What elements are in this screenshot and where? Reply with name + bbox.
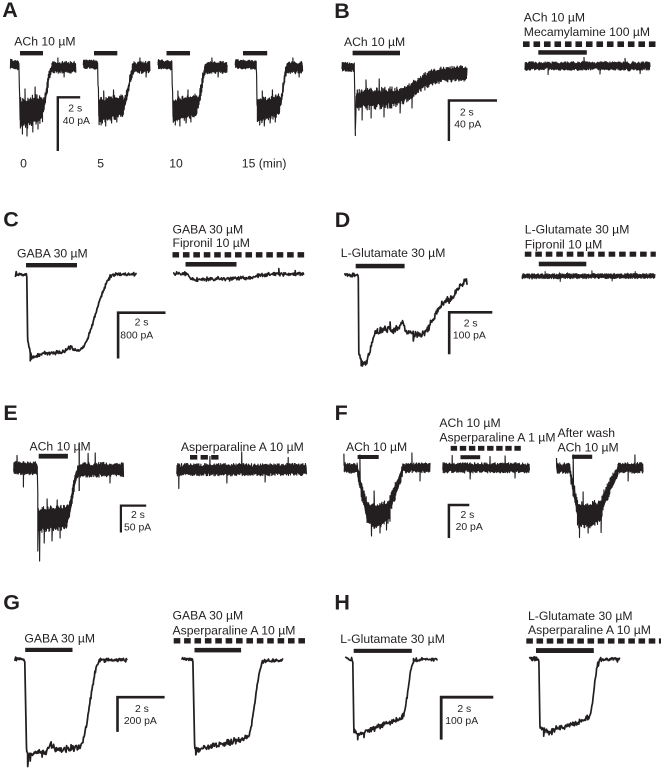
svg-text:GABA 30 µM: GABA 30 µM	[24, 632, 95, 646]
svg-text:Asperparaline A 1 µM: Asperparaline A 1 µM	[439, 431, 555, 445]
svg-text:2 s: 2 s	[460, 108, 474, 119]
svg-text:2 s: 2 s	[131, 510, 145, 521]
svg-text:ACh 10 µM: ACh 10 µM	[14, 35, 75, 49]
svg-text:B: B	[334, 0, 350, 23]
svg-text:Fipronil 10 µM: Fipronil 10 µM	[525, 237, 602, 251]
svg-text:A: A	[2, 0, 18, 22]
svg-text:ACh 10 µM: ACh 10 µM	[344, 35, 405, 49]
svg-text:D: D	[335, 208, 351, 232]
svg-text:GABA 30 µM: GABA 30 µM	[173, 609, 244, 623]
svg-text:100 pA: 100 pA	[453, 331, 486, 342]
svg-text:2 s: 2 s	[464, 318, 478, 329]
svg-text:40 pA: 40 pA	[63, 116, 90, 127]
svg-text:L-Glutamate 30 µM: L-Glutamate 30 µM	[340, 632, 445, 646]
svg-text:L-Glutamate 30 µM: L-Glutamate 30 µM	[528, 609, 633, 623]
svg-text:2 s: 2 s	[68, 104, 82, 115]
svg-text:C: C	[3, 208, 19, 232]
svg-text:Asperparaline A 10 µM: Asperparaline A 10 µM	[173, 623, 296, 637]
svg-text:0: 0	[20, 157, 27, 171]
svg-text:E: E	[3, 401, 17, 425]
svg-text:ACh 10 µM: ACh 10 µM	[558, 441, 619, 455]
svg-text:G: G	[3, 591, 20, 615]
svg-text:Mecamylamine 100 µM: Mecamylamine 100 µM	[524, 25, 650, 39]
svg-text:50 pA: 50 pA	[124, 522, 151, 533]
svg-text:2 s: 2 s	[461, 510, 475, 521]
svg-text:800 pA: 800 pA	[120, 331, 153, 342]
svg-text:L-Glutamate 30 µM: L-Glutamate 30 µM	[341, 246, 446, 260]
svg-text:GABA 30 µM: GABA 30 µM	[17, 246, 88, 260]
svg-text:GABA 30 µM: GABA 30 µM	[173, 222, 244, 236]
svg-text:ACh 10 µM: ACh 10 µM	[346, 440, 407, 454]
svg-text:200 pA: 200 pA	[124, 716, 157, 727]
svg-text:100 pA: 100 pA	[445, 716, 478, 727]
svg-text:5: 5	[97, 157, 104, 171]
svg-text:Fipronil 10 µM: Fipronil 10 µM	[173, 236, 250, 250]
svg-text:L-Glutamate 30 µM: L-Glutamate 30 µM	[525, 223, 630, 237]
svg-text:After wash: After wash	[558, 426, 616, 440]
svg-text:H: H	[334, 591, 350, 615]
svg-text:20 pA: 20 pA	[456, 522, 483, 533]
svg-text:ACh 10 µM: ACh 10 µM	[524, 10, 585, 24]
svg-text:F: F	[335, 401, 348, 425]
svg-text:2 s: 2 s	[135, 704, 149, 715]
svg-text:Asperparaline A 10 µM: Asperparaline A 10 µM	[181, 440, 304, 454]
svg-text:Asperparaline A 10 µM: Asperparaline A 10 µM	[528, 623, 651, 637]
svg-text:2 s: 2 s	[457, 704, 471, 715]
svg-text:ACh 10 µM: ACh 10 µM	[439, 416, 500, 430]
svg-text:2 s: 2 s	[135, 318, 149, 329]
svg-text:10: 10	[169, 157, 183, 171]
svg-text:15 (min): 15 (min)	[242, 157, 287, 171]
svg-text:40 pA: 40 pA	[454, 120, 481, 131]
svg-text:ACh 10 µM: ACh 10 µM	[30, 439, 91, 453]
